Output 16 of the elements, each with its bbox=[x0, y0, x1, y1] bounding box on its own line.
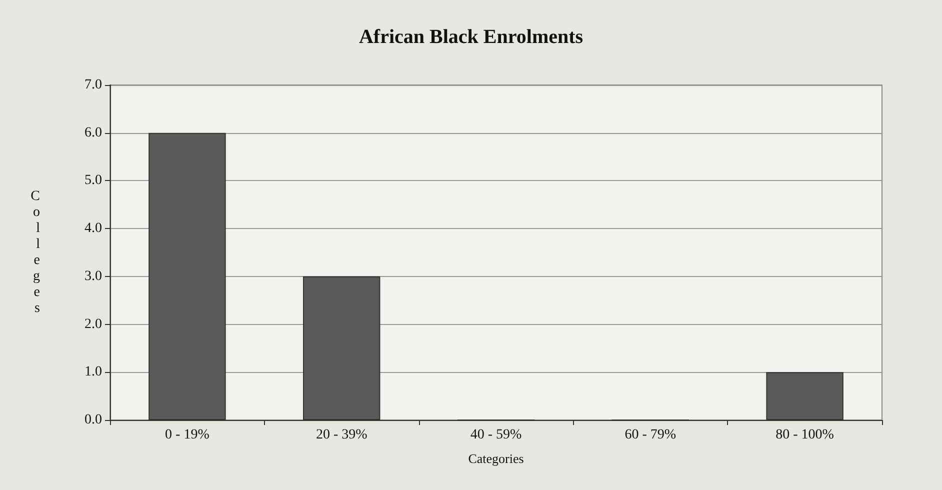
x-tick-label: 80 - 100% bbox=[776, 428, 834, 442]
y-tick-label: 7.0 bbox=[84, 78, 102, 92]
y-tick-label: 2.0 bbox=[84, 316, 102, 332]
y-tick-label: 3.0 bbox=[84, 268, 102, 284]
x-axis-title: Categories bbox=[468, 451, 524, 466]
y-tick-label: 6.0 bbox=[84, 125, 102, 140]
y-tick-label: 0.0 bbox=[84, 412, 102, 428]
y-tick-label: 5.0 bbox=[84, 173, 102, 188]
y-tick-label: 4.0 bbox=[84, 221, 102, 236]
chart-title: African Black Enrolments bbox=[358, 26, 584, 48]
x-tick-label: 60 - 79% bbox=[624, 428, 676, 442]
x-tick-label: 40 - 59% bbox=[470, 428, 522, 442]
y-axis-title: Colleges bbox=[30, 189, 40, 316]
x-tick-label: 0 - 19% bbox=[165, 428, 210, 442]
y-tick-label: 1.0 bbox=[84, 364, 102, 380]
x-tick-label: 20 - 39% bbox=[316, 428, 368, 442]
